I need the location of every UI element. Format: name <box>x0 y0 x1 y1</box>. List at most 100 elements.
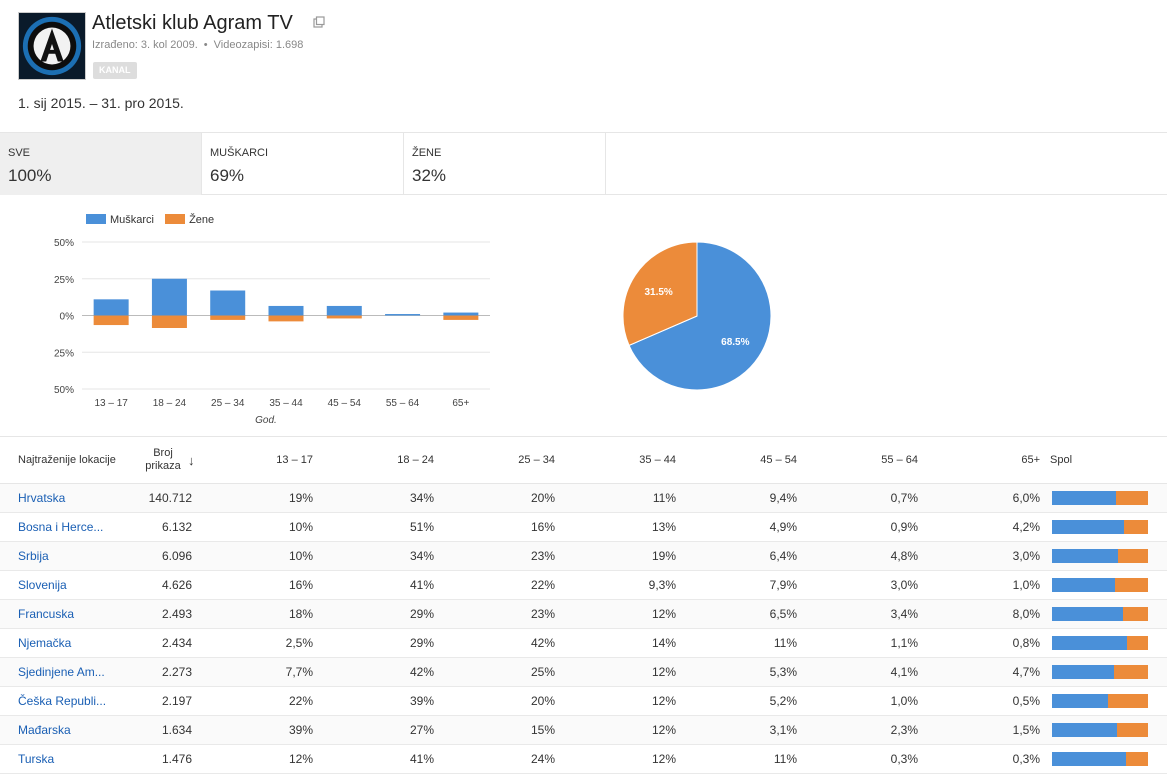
gender-bar-male <box>1052 694 1108 708</box>
bar-male <box>151 278 187 316</box>
locations-table: Najtraženije lokacije Broj prikaza ↓ Spo… <box>0 436 1167 774</box>
gender-bar-female <box>1115 578 1148 592</box>
location-link[interactable]: Srbija <box>18 549 49 563</box>
tab-value: 32% <box>412 166 447 185</box>
tab-male[interactable]: MUŠKARCI 69% <box>202 133 404 195</box>
age-percent: 39% <box>409 694 434 708</box>
gender-bar-male <box>1052 607 1124 621</box>
age-percent: 24% <box>530 752 555 766</box>
location-link[interactable]: Njemačka <box>18 636 72 650</box>
location-link[interactable]: Bosna i Herce... <box>18 520 104 534</box>
x-axis-label: God. <box>255 415 277 426</box>
gender-bar-female <box>1125 752 1148 766</box>
x-tick-label: 18 – 24 <box>153 398 187 409</box>
header-gender: Spol <box>1050 454 1073 466</box>
bar-female <box>93 315 129 326</box>
age-percent: 20% <box>530 491 555 505</box>
table-row: Turska 1.476 12% 41% 24% 12% 11% 0,3% 0,3% <box>0 745 1167 774</box>
sort-down-icon[interactable]: ↓ <box>188 452 195 468</box>
table-row: Slovenija 4.626 16% 41% 22% 9,3% 7,9% 3,0% 1,0% <box>0 571 1167 600</box>
gender-bar-female <box>1123 607 1148 621</box>
age-percent: 1,1% <box>890 636 918 650</box>
gender-bar-male <box>1052 520 1124 534</box>
pie-value-label: 31.5% <box>644 287 672 298</box>
age-percent: 20% <box>530 694 555 708</box>
bar-female <box>443 315 479 320</box>
location-link[interactable]: Mađarska <box>18 723 71 737</box>
x-tick-label: 55 – 64 <box>386 398 420 409</box>
tab-all[interactable]: SVE 100% <box>0 133 202 195</box>
views-value: 2.197 <box>161 694 192 708</box>
bar-female <box>268 315 304 322</box>
bar-female <box>151 315 187 328</box>
age-percent: 10% <box>288 520 313 534</box>
gender-bar-female <box>1118 549 1148 563</box>
table-row: Mađarska 1.634 39% 27% 15% 12% 3,1% 2,3% 1,5% <box>0 716 1167 745</box>
age-percent: 9,3% <box>648 578 676 592</box>
gender-split-bar <box>1052 665 1148 679</box>
views-value: 2.493 <box>161 607 192 621</box>
table-row: Sjedinjene Am... 2.273 7,7% 42% 25% 12% 5,3% 4,… <box>0 658 1167 687</box>
views-value: 2.273 <box>161 665 192 679</box>
age-percent: 6,4% <box>769 549 797 563</box>
age-percent: 1,5% <box>1012 723 1040 737</box>
views-value: 2.434 <box>161 636 192 650</box>
age-percent: 22% <box>530 578 555 592</box>
header-views[interactable]: Broj prikaza ↓ <box>144 437 204 483</box>
pie-slice-male <box>628 241 772 391</box>
age-percent: 51% <box>409 520 434 534</box>
header-views-label: Broj prikaza <box>145 447 181 472</box>
views-value: 140.712 <box>148 491 192 505</box>
age-percent: 13% <box>651 520 676 534</box>
legend-male-swatch <box>86 214 106 224</box>
tab-female[interactable]: ŽENE 32% <box>404 133 606 195</box>
channel-header: Atletski klub Agram TV Izrađeno: 3. kol … <box>0 0 1167 132</box>
location-link[interactable]: Sjedinjene Am... <box>18 665 105 679</box>
location-link[interactable]: Hrvatska <box>18 491 66 505</box>
legend-male: Muškarci <box>86 214 154 226</box>
age-percent: 3,4% <box>890 607 918 621</box>
external-link-icon[interactable] <box>313 16 325 28</box>
age-percent: 12% <box>651 607 676 621</box>
header-age-6: 65+ <box>1021 454 1040 466</box>
age-percent: 22% <box>288 694 313 708</box>
age-percent: 4,8% <box>890 549 918 563</box>
age-percent: 12% <box>288 752 313 766</box>
age-bar-chart: 50% 25% 0% 25% 50% 13 – 17 18 – 24 25 – 34 35 – … <box>54 238 490 426</box>
age-percent: 4,7% <box>1012 665 1040 679</box>
age-percent: 12% <box>651 752 676 766</box>
location-link[interactable]: Slovenija <box>18 578 67 592</box>
pie-value-label: 68.5% <box>721 337 749 348</box>
gender-split-bar <box>1052 607 1148 621</box>
age-percent: 0,8% <box>1012 636 1040 650</box>
bar-male <box>443 312 479 316</box>
tab-label: ŽENE <box>412 147 442 159</box>
gender-bar-male <box>1052 665 1115 679</box>
y-tick-label: 25% <box>54 348 74 359</box>
location-link[interactable]: Češka Republi... <box>18 694 107 708</box>
tab-label: MUŠKARCI <box>210 147 269 159</box>
age-percent: 0,3% <box>1012 752 1040 766</box>
age-percent: 19% <box>288 491 313 505</box>
channel-avatar[interactable] <box>18 12 86 80</box>
age-percent: 29% <box>409 636 434 650</box>
age-percent: 7,7% <box>285 665 313 679</box>
views-value: 6.096 <box>161 549 192 563</box>
location-link[interactable]: Francuska <box>18 607 75 621</box>
age-percent: 42% <box>409 665 434 679</box>
bar-male <box>210 290 246 316</box>
table-row: Francuska 2.493 18% 29% 23% 12% 6,5% 3,4% 8,0% <box>0 600 1167 629</box>
tab-value: 69% <box>210 166 245 185</box>
age-percent: 34% <box>409 491 434 505</box>
gender-split-bar <box>1052 578 1148 592</box>
channel-title[interactable]: Atletski klub Agram TV <box>92 12 293 34</box>
location-link[interactable]: Turska <box>18 752 55 766</box>
gender-split-bar <box>1052 694 1148 708</box>
table-row: Srbija 6.096 10% 34% 23% 19% 6,4% 4,8% 3,0% <box>0 542 1167 571</box>
age-percent: 16% <box>530 520 555 534</box>
age-percent: 4,2% <box>1012 520 1040 534</box>
age-percent: 19% <box>651 549 676 563</box>
age-percent: 3,1% <box>769 723 797 737</box>
age-percent: 41% <box>409 752 434 766</box>
age-percent: 12% <box>651 723 676 737</box>
